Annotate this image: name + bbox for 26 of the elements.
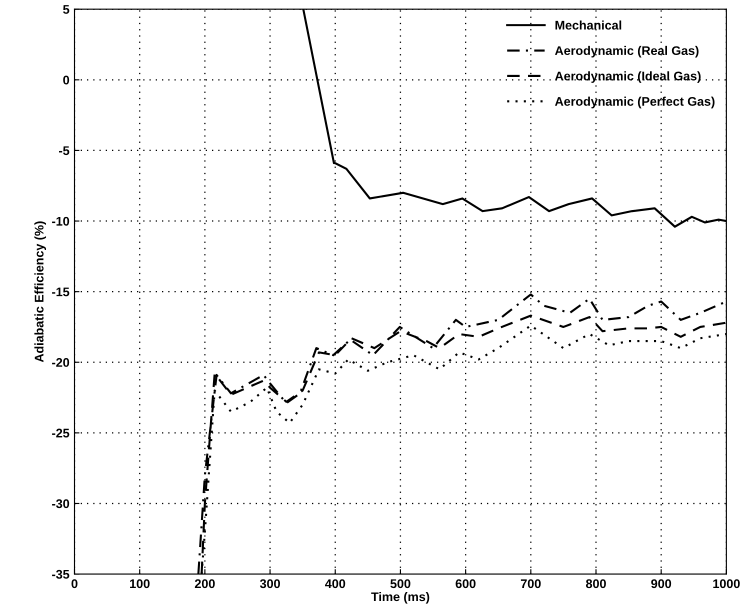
y-tick-label: -15 bbox=[52, 288, 70, 296]
legend-label: Aerodynamic (Real Gas) bbox=[554, 46, 699, 58]
x-tick-label: 600 bbox=[456, 579, 476, 588]
x-tick-label: 1000 bbox=[713, 579, 740, 588]
x-tick-label: 700 bbox=[520, 579, 541, 588]
legend-label: Aerodynamic (Ideal Gas) bbox=[554, 71, 701, 83]
legend-label: Mechanical bbox=[555, 20, 622, 30]
x-tick-label: 400 bbox=[325, 579, 346, 588]
y-tick-label: 0 bbox=[63, 76, 70, 84]
x-tick-label: 100 bbox=[130, 579, 150, 588]
x-tick-label: 900 bbox=[651, 579, 672, 588]
y-tick-label: 5 bbox=[63, 5, 70, 14]
x-tick-label: 200 bbox=[194, 579, 215, 588]
y-tick-label: -30 bbox=[52, 499, 70, 508]
y-tick-label: -20 bbox=[52, 358, 70, 367]
x-tick-label: 0 bbox=[72, 579, 78, 588]
x-tick-label: 500 bbox=[390, 579, 410, 588]
y-tick-label: -5 bbox=[59, 146, 70, 156]
x-tick-label: 300 bbox=[260, 579, 280, 588]
x-axis-title: Time (ms) bbox=[371, 592, 430, 604]
y-tick-label: -25 bbox=[52, 428, 70, 438]
y-tick-label: -10 bbox=[52, 216, 70, 226]
legend-label: Aerodynamic (Perfect Gas) bbox=[554, 96, 715, 108]
y-axis-title: Adiabatic Efficiency (%) bbox=[34, 221, 46, 362]
x-tick-label: 800 bbox=[586, 579, 606, 588]
y-tick-label: -35 bbox=[52, 570, 70, 579]
